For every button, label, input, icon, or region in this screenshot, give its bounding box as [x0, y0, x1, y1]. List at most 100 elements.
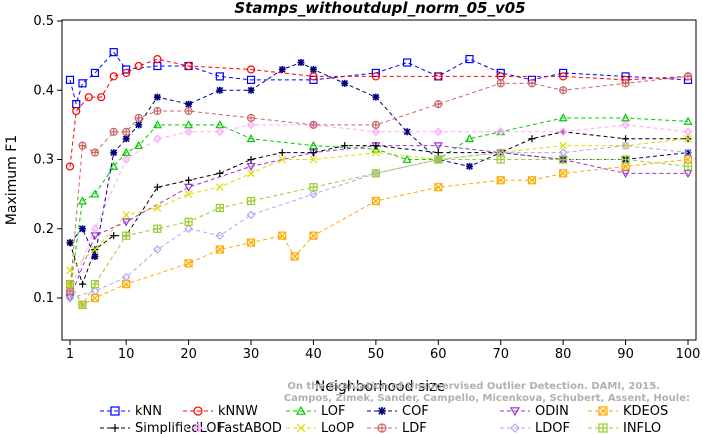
data-point: [297, 59, 305, 67]
data-point: [184, 217, 193, 226]
data-point: [246, 196, 256, 206]
data-point: [295, 405, 307, 415]
x-tick-label: 30: [243, 347, 260, 362]
data-point: [193, 406, 203, 416]
data-point: [184, 224, 193, 234]
data-point: [122, 127, 131, 136]
data-point: [184, 127, 193, 137]
data-point: [90, 293, 100, 303]
series-cof: [66, 59, 692, 260]
y-tick-label: 0.3: [33, 153, 54, 168]
data-point: [309, 65, 317, 73]
data-point: [527, 79, 537, 88]
data-point: [622, 135, 630, 143]
data-point: [153, 134, 162, 144]
data-point: [111, 424, 119, 432]
data-point: [215, 72, 224, 81]
data-point: [246, 120, 256, 130]
data-point: [528, 135, 536, 143]
data-point: [371, 72, 380, 81]
series-line: [69, 124, 689, 292]
data-point: [378, 407, 386, 415]
series-line: [69, 159, 689, 306]
data-point: [527, 176, 537, 185]
data-point: [84, 93, 93, 102]
legend-item-knnw: kNNW: [183, 404, 258, 419]
watermark: On the Evaluation of Unsupervised Outlie…: [284, 381, 690, 404]
data-point: [121, 272, 131, 282]
data-point: [215, 203, 224, 213]
x-tick-label: 1: [66, 347, 74, 362]
series-line: [69, 145, 688, 299]
watermark-line: On the Evaluation of Unsupervised Outlie…: [287, 381, 660, 392]
data-point: [309, 183, 318, 192]
data-point: [433, 142, 443, 151]
data-point: [496, 176, 505, 185]
data-point: [341, 79, 349, 87]
data-point: [110, 232, 118, 240]
legend-label: COF: [402, 404, 429, 419]
data-point: [184, 190, 193, 199]
data-point: [90, 286, 100, 296]
data-point: [309, 231, 318, 240]
data-point: [122, 135, 130, 143]
legend-item-odin: ODIN: [500, 404, 569, 419]
data-point: [185, 176, 193, 184]
data-point: [65, 280, 75, 289]
x-tick-label: 20: [180, 347, 197, 362]
series-line: [69, 131, 688, 286]
data-point: [153, 106, 162, 116]
chart-title: Stamps_withoutdupl_norm_05_v05: [234, 0, 525, 17]
x-tick-label: 100: [676, 347, 701, 362]
data-point: [683, 127, 693, 137]
series-line: [69, 145, 689, 299]
data-point: [152, 120, 162, 129]
data-point: [621, 141, 630, 150]
series-layer: [65, 48, 693, 310]
y-tick-label: 0.5: [33, 14, 54, 29]
data-point: [78, 225, 86, 233]
legend-item-knn: kNN: [100, 404, 162, 419]
data-point: [90, 280, 100, 289]
legend-item-lof: LOF: [286, 404, 346, 419]
data-point: [558, 113, 568, 122]
data-point: [153, 93, 161, 101]
data-point: [309, 120, 318, 129]
data-point: [72, 99, 81, 109]
data-point: [246, 113, 256, 123]
data-point: [496, 127, 506, 137]
data-point: [90, 224, 100, 234]
data-point: [466, 162, 474, 170]
legend-item-simplifiedlof: SimplifiedLOF: [100, 421, 224, 434]
legend-label: FastABOD: [218, 421, 282, 434]
data-point: [684, 149, 692, 157]
y-tick-label: 0.2: [33, 222, 54, 237]
data-point: [122, 231, 131, 240]
data-point: [621, 120, 630, 130]
series-line: [69, 51, 689, 106]
legend-label: kNNW: [218, 404, 258, 419]
data-point: [65, 286, 75, 296]
data-point: [184, 183, 194, 192]
data-point: [341, 142, 349, 150]
data-point: [153, 54, 162, 64]
plot-frame: [61, 19, 697, 341]
series-odin: [65, 142, 693, 303]
series-line: [69, 62, 689, 259]
series-ldof: [65, 141, 693, 303]
data-point: [372, 142, 380, 150]
data-point: [184, 61, 193, 71]
data-point: [78, 300, 87, 310]
data-point: [121, 218, 131, 227]
series-ldf: [65, 72, 693, 296]
data-point: [77, 196, 88, 205]
data-point: [78, 141, 87, 150]
data-point: [215, 231, 225, 241]
data-point: [247, 86, 255, 94]
data-point: [110, 406, 120, 416]
data-point: [109, 161, 119, 170]
data-point: [78, 79, 87, 88]
data-point: [109, 48, 118, 57]
series-loop: [66, 134, 692, 275]
data-point: [558, 127, 568, 137]
